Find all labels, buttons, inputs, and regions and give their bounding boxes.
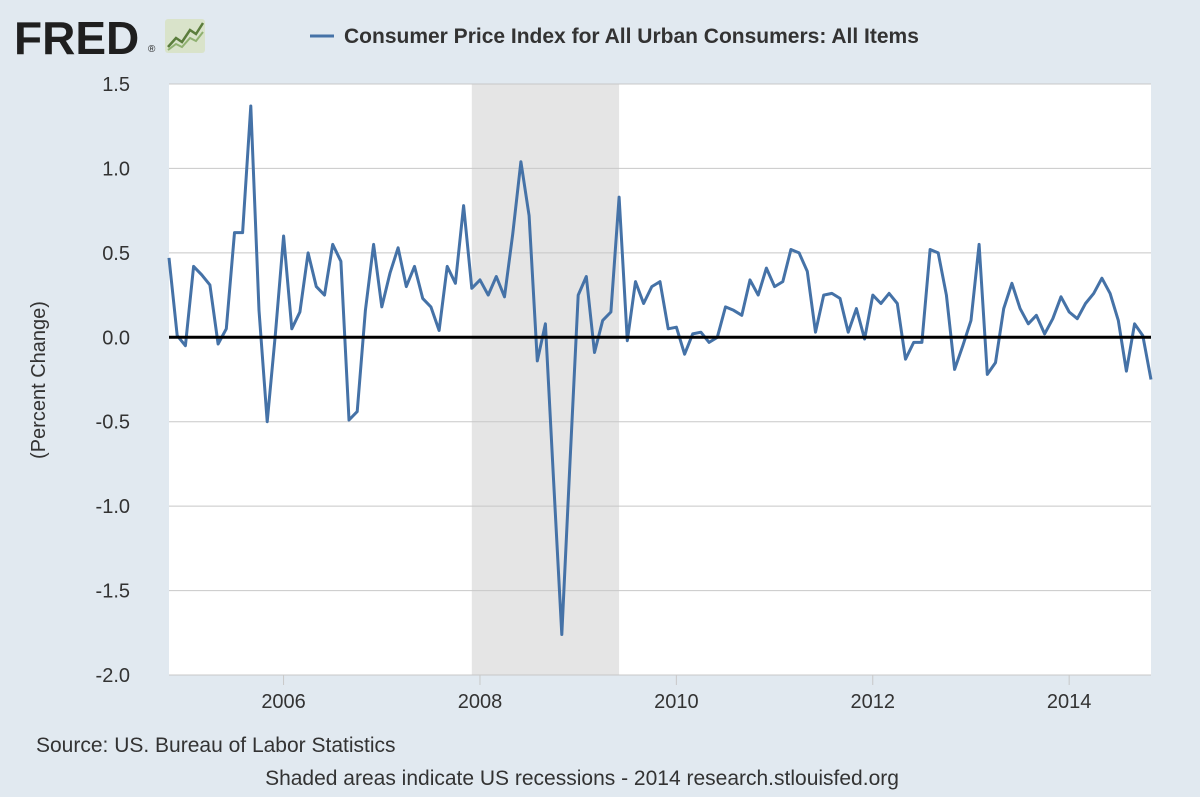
- legend: Consumer Price Index for All Urban Consu…: [310, 25, 919, 48]
- plot-area: [169, 84, 1151, 675]
- legend-label: Consumer Price Index for All Urban Consu…: [344, 25, 919, 48]
- y-tick-label: 1.0: [102, 158, 130, 180]
- x-tick-label: 2014: [1047, 691, 1092, 713]
- y-tick-label: 0.0: [102, 327, 130, 349]
- y-tick-label: -1.0: [96, 496, 130, 518]
- x-tick-label: 2008: [458, 691, 503, 713]
- x-tick-label: 2012: [851, 691, 896, 713]
- recession-band: [471, 84, 620, 675]
- y-axis: 1.5 1.0 0.5 0.0 -0.5 -1.0 -1.5 -2.0: [96, 74, 130, 687]
- x-tick-label: 2006: [261, 691, 306, 713]
- series-layer: [167, 104, 1153, 636]
- logo-registered-mark: ®: [148, 44, 156, 55]
- series-line: [167, 104, 1153, 636]
- recession-note: Shaded areas indicate US recessions - 20…: [265, 767, 899, 790]
- recession-shading: [471, 84, 620, 675]
- y-tick-label: -0.5: [96, 412, 130, 434]
- logo-text: FRED: [14, 12, 139, 64]
- x-tick-label: 2010: [654, 691, 699, 713]
- x-axis: 2006 2008 2010 2012 2014: [169, 674, 1151, 713]
- fred-logo[interactable]: FRED ®: [14, 12, 205, 64]
- y-tick-label: 1.5: [102, 74, 130, 96]
- y-tick-label: -1.5: [96, 581, 130, 603]
- source-note: Source: US. Bureau of Labor Statistics: [36, 734, 396, 757]
- chart-trend-icon: [165, 19, 205, 53]
- y-tick-label: -2.0: [96, 665, 130, 687]
- y-axis-title: (Percent Change): [28, 301, 50, 459]
- y-tick-label: 0.5: [102, 243, 130, 265]
